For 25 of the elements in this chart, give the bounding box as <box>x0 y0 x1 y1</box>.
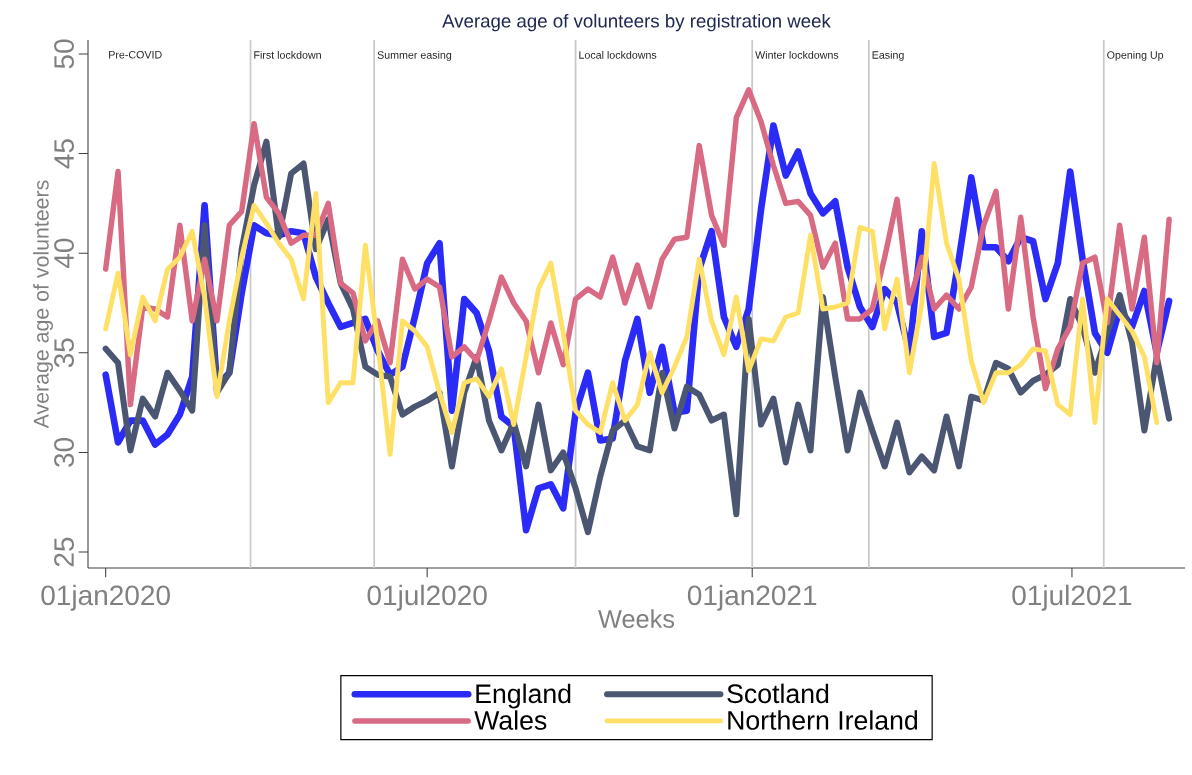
ref-line-label: First lockdown <box>254 50 321 59</box>
line-series <box>103 161 1160 457</box>
x-tick-label: 01jan2021 <box>687 584 817 611</box>
ref-line-label: Winter lockdowns <box>755 50 839 59</box>
x-tick-label: 01jan2020 <box>41 584 170 611</box>
ref-line-label: Local lockdowns <box>579 50 657 59</box>
annotation: Pre-COVID <box>109 50 162 59</box>
legend-label: England <box>476 683 571 709</box>
x-tick-label: 01jul2020 <box>367 584 487 611</box>
y-tick-label: 40 <box>54 238 74 269</box>
ref-line-label: Easing <box>872 50 904 61</box>
ref-line-label: Opening Up <box>1107 50 1164 61</box>
y-axis-title: Average age of volunteers <box>33 180 53 429</box>
legend-label: Wales <box>474 710 547 730</box>
legend-label: Scotland <box>727 683 829 704</box>
x-axis-title: Weeks <box>598 609 675 628</box>
y-tick-label: 25 <box>54 537 74 567</box>
y-tick-label: 50 <box>54 39 74 69</box>
y-tick-label: 35 <box>54 338 74 368</box>
y-tick-label: 30 <box>54 437 74 467</box>
ref-line-label: Summer easing <box>377 50 452 61</box>
y-tick-label: 45 <box>54 139 74 169</box>
chart-title: Average age of volunteers by registration week <box>442 13 831 32</box>
legend-label: Northern Ireland <box>728 710 918 730</box>
x-tick-label: 01jul2021 <box>1012 584 1132 611</box>
